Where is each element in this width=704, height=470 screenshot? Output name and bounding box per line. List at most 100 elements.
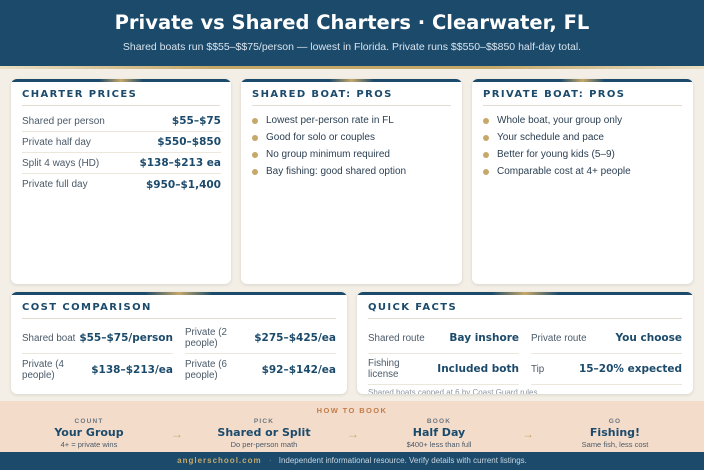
comparison-label: Private (2 people) [185,327,227,349]
list-item: Your schedule and pace [483,129,682,146]
comparison-value: $92–$142/ea [261,363,336,376]
price-label: Private half day [22,136,91,148]
list-item: Better for young kids (5–9) [483,146,682,163]
list-item-text: No group minimum required [266,149,390,160]
fact-value: You choose [615,332,682,344]
fact-cell: Tip 15–20% expected [531,354,682,385]
bullet-dot-icon [252,168,258,175]
step-count: COUNT Your Group 4+ = private wins [29,418,149,449]
quick-facts-grid: Shared route Bay inshore Private route Y… [357,319,693,385]
bullet-dot-icon [252,117,258,124]
comparison-label: Private (4 people) [22,358,64,381]
list-item-text: Good for solo or couples [266,132,375,143]
bullet-dot-icon [252,134,258,141]
cost-comparison-title: COST COMPARISON [22,292,336,319]
list-item-text: Your schedule and pace [497,132,604,143]
page-header: Private vs Shared Charters · Clearwater,… [0,0,704,66]
list-item-text: Lowest per-person rate in FL [266,115,394,126]
step-kicker: PICK [253,418,275,425]
quick-facts-card: QUICK FACTS Shared route Bay inshore Pri… [357,292,693,394]
how-to-book-strip: HOW TO BOOK COUNT Your Group 4+ = privat… [0,401,704,452]
step-desc: $400+ less than full [406,440,472,449]
list-item-text: Bay fishing: good shared option [266,166,407,177]
shared-pros-title: SHARED BOAT: PROS [252,79,451,106]
cost-comparison-card: COST COMPARISON Shared boat $55–$75/pers… [11,292,347,394]
price-label: Private full day [22,179,88,190]
cost-comparison-grid: Shared boat $55–$75/person Private (2 pe… [11,319,347,385]
charter-prices-card: CHARTER PRICES Shared per person $55–$75… [11,79,231,284]
list-item: Bay fishing: good shared option [252,163,451,180]
step-kicker: BOOK [426,418,452,425]
fact-label: Tip [531,363,545,375]
price-value: $550–$850 [157,136,221,148]
step-desc: 4+ = private wins [60,440,118,449]
fact-label: Shared route [368,332,425,344]
private-pros-list: Whole boat, your group only Your schedul… [472,106,693,180]
step-title: Shared or Split [217,426,311,439]
arrow-right-icon: → [522,427,534,441]
quick-facts-title: QUICK FACTS [368,292,682,319]
quick-facts-note: Shared boats capped at 6 by Coast Guard … [368,388,540,394]
comparison-label: Shared boat [22,332,76,344]
fact-label: Fishing license [368,358,400,380]
page-subtitle: Shared boats run $$55–$$75/person — lowe… [122,41,582,53]
page-footer: anglerschool.com · Independent informati… [0,452,704,470]
charter-prices-list: Shared per person $55–$75 Private half d… [11,106,231,195]
footer-separator: · [268,456,272,465]
list-item: Comparable cost at 4+ people [483,163,682,180]
shared-pros-list: Lowest per-person rate in FL Good for so… [241,106,462,180]
bullet-dot-icon [483,134,489,141]
comparison-cell: Private (4 people) $138–$213/ea [22,354,173,385]
fact-value: Bay inshore [449,332,519,344]
price-value: $138–$213 ea [139,157,221,169]
comparison-label: Private (6 people) [185,358,227,381]
step-title: Half Day [412,426,466,439]
comparison-value: $138–$213/ea [91,363,173,376]
step-go: GO Fishing! Same fish, less cost [555,418,675,449]
shared-pros-card: SHARED BOAT: PROS Lowest per-person rate… [241,79,462,284]
bullet-dot-icon [252,151,258,158]
step-kicker: COUNT [74,418,104,425]
comparison-value: $55–$75/person [79,332,173,344]
comparison-cell: Shared boat $55–$75/person [22,323,173,354]
price-row: Split 4 ways (HD) $138–$213 ea [22,153,221,174]
header-divider [0,66,704,69]
price-label: Shared per person [22,115,105,127]
list-item: Good for solo or couples [252,129,451,146]
comparison-value: $275–$425/ea [254,332,336,344]
price-row: Private full day $950–$1,400 [22,174,221,195]
list-item: Lowest per-person rate in FL [252,112,451,129]
charter-prices-title: CHARTER PRICES [22,79,220,106]
comparison-cell: Private (2 people) $275–$425/ea [185,323,336,354]
step-kicker: GO [608,418,622,425]
list-item-text: Comparable cost at 4+ people [497,166,631,177]
fact-label: Private route [531,332,587,344]
step-book: BOOK Half Day $400+ less than full [379,418,499,449]
list-item: Whole boat, your group only [483,112,682,129]
private-pros-card: PRIVATE BOAT: PROS Whole boat, your grou… [472,79,693,284]
price-value: $950–$1,400 [146,178,221,191]
price-label: Split 4 ways (HD) [22,157,100,169]
fact-cell: Private route You choose [531,323,682,354]
page-title: Private vs Shared Charters · Clearwater,… [114,11,590,34]
fact-value: Included both [437,363,519,375]
arrow-right-icon: → [347,427,359,441]
step-title: Fishing! [589,426,641,439]
step-pick: PICK Shared or Split Do per-person math [204,418,324,449]
price-value: $55–$75 [171,115,221,127]
footer-disclaimer: Independent informational resource. Veri… [278,456,527,465]
list-item: No group minimum required [252,146,451,163]
private-pros-title: PRIVATE BOAT: PROS [483,79,682,106]
list-item-text: Better for young kids (5–9) [497,149,615,160]
price-row: Private half day $550–$850 [22,132,221,153]
bullet-dot-icon [483,151,489,158]
fact-cell: Fishing license Included both [368,354,519,385]
comparison-cell: Private (6 people) $92–$142/ea [185,354,336,385]
list-item-text: Whole boat, your group only [497,115,623,126]
how-to-book-title: HOW TO BOOK [316,406,388,415]
step-title: Your Group [54,426,124,439]
fact-value: 15–20% expected [578,363,682,375]
step-desc: Same fish, less cost [581,440,649,449]
step-desc: Do per-person math [230,440,298,449]
footer-brand-link[interactable]: anglerschool.com [177,456,262,465]
